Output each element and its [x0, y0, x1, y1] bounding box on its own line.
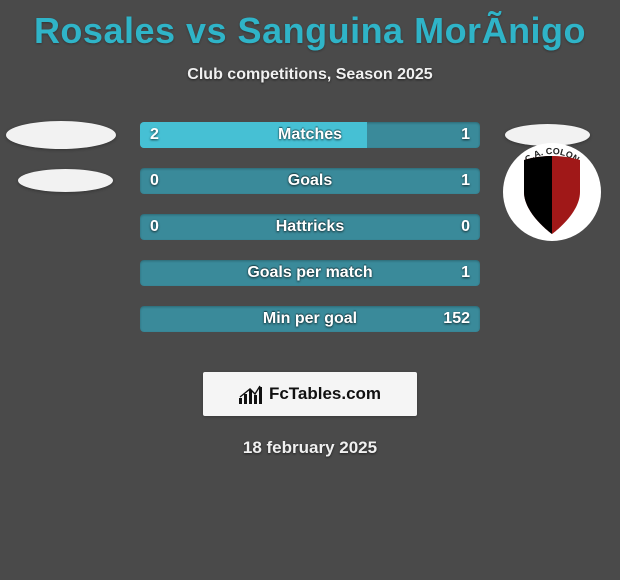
stat-label: Goals per match [140, 264, 480, 282]
stat-left-value: 0 [150, 172, 159, 190]
stat-right-value: 1 [461, 264, 470, 282]
stat-right-value: 152 [443, 310, 470, 328]
stat-row: 0 Goals 1 C.A. COLON [0, 168, 620, 214]
stat-right-value: 0 [461, 218, 470, 236]
page-subtitle: Club competitions, Season 2025 [0, 66, 620, 84]
stat-label: Goals [140, 172, 480, 190]
stat-bar-fill [140, 122, 367, 148]
page-title: Rosales vs Sanguina MorÃ­nigo [0, 10, 620, 52]
stat-row: 0 Hattricks 0 [0, 214, 620, 260]
branding-box[interactable]: FcTables.com [203, 372, 417, 416]
stat-label: Min per goal [140, 310, 480, 328]
stat-bar: 2 Matches 1 [140, 122, 480, 148]
stat-bar: Min per goal 152 [140, 306, 480, 332]
player-left-placeholder-icon [18, 169, 113, 192]
stat-bar: 0 Goals 1 [140, 168, 480, 194]
bar-chart-icon [239, 384, 263, 404]
stat-left-value: 2 [150, 126, 159, 144]
stat-left-value: 0 [150, 218, 159, 236]
stat-right-value: 1 [461, 172, 470, 190]
stats-container: 2 Matches 1 0 Goals 1 C.A. COLON [0, 122, 620, 352]
stat-row: Goals per match 1 [0, 260, 620, 306]
stat-label: Hattricks [140, 218, 480, 236]
branding-text: FcTables.com [269, 384, 381, 404]
date-label: 18 february 2025 [0, 438, 620, 458]
stat-right-value: 1 [461, 126, 470, 144]
stat-bar: Goals per match 1 [140, 260, 480, 286]
stat-bar: 0 Hattricks 0 [140, 214, 480, 240]
stat-row: Min per goal 152 [0, 306, 620, 352]
player-left-placeholder-icon [6, 121, 116, 149]
